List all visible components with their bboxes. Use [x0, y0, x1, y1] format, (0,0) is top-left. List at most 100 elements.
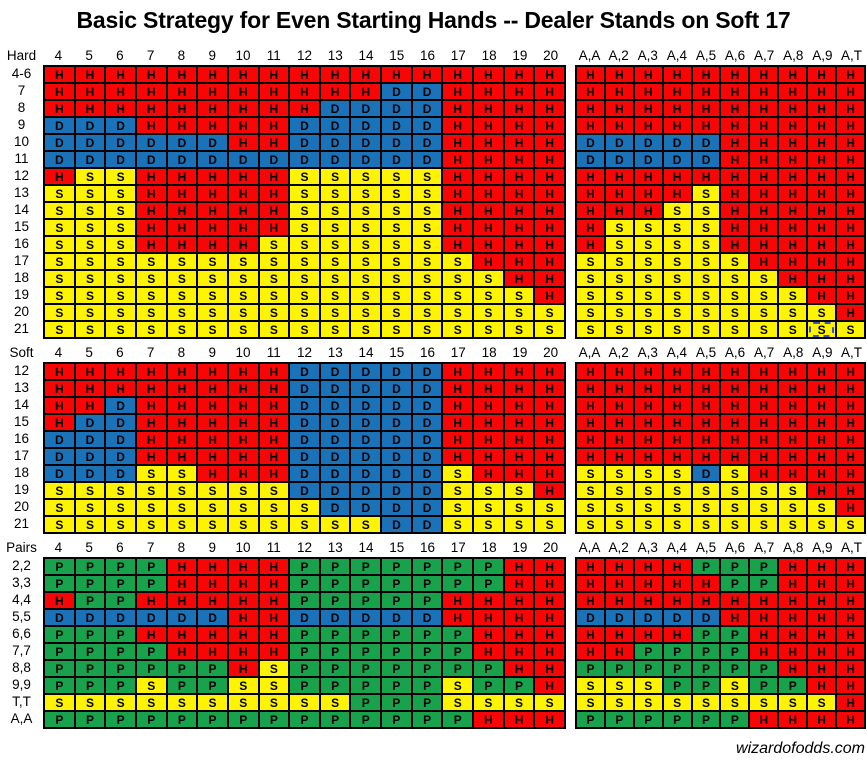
column-header: 16 — [420, 540, 436, 555]
row-label: 17 — [13, 253, 30, 268]
column-header: 9 — [208, 345, 216, 360]
strategy-cell: S — [228, 500, 260, 517]
strategy-cell: S — [605, 695, 635, 712]
strategy-cell: H — [692, 118, 722, 135]
strategy-cell: H — [663, 381, 693, 398]
strategy-cell: D — [351, 466, 383, 483]
section-header-row: Soft 4 5 6 7 8 9 10 11 12 13 14 15 16 17 18 19 20 A,A A,2 A,… — [0, 339, 867, 362]
strategy-cell: S — [692, 322, 722, 339]
strategy-cell: S — [75, 305, 107, 322]
strategy-cell: S — [228, 483, 260, 500]
strategy-cell: H — [577, 398, 606, 415]
strategy-cell: D — [106, 466, 137, 483]
strategy-cell: S — [351, 237, 383, 254]
strategy-cell: H — [167, 364, 199, 381]
strategy-cell: S — [136, 695, 168, 712]
strategy-cell: D — [167, 135, 199, 152]
strategy-cell: D — [351, 500, 383, 517]
strategy-cell: H — [136, 237, 168, 254]
strategy-cell: H — [474, 67, 505, 84]
strategy-cell: H — [577, 169, 606, 186]
strategy-cell: S — [290, 237, 321, 254]
strategy-cell: H — [228, 169, 260, 186]
strategy-cell: H — [634, 67, 664, 84]
strategy-cell: S — [228, 695, 260, 712]
row-label: 20 — [13, 304, 30, 319]
strategy-cell: S — [320, 203, 352, 220]
strategy-cell: H — [535, 398, 566, 415]
strategy-cell: H — [535, 152, 566, 169]
strategy-cell: P — [692, 712, 722, 729]
column-header: A,T — [840, 345, 862, 360]
row-labels: 12 13 14 15 16 17 18 19 20 21 — [0, 362, 43, 534]
strategy-cell: S — [721, 500, 751, 517]
section-body: 12 13 14 15 16 17 18 19 20 21 H H H H H H H H D D D D D H H H H H H H… — [0, 362, 867, 534]
strategy-cell: H — [779, 381, 809, 398]
strategy-cell: H — [474, 466, 505, 483]
strategy-cell: H — [663, 415, 693, 432]
column-header: 20 — [543, 48, 559, 63]
strategy-cell: S — [605, 288, 635, 305]
strategy-cell: H — [167, 67, 199, 84]
strategy-cell: S — [228, 271, 260, 288]
strategy-cell: H — [837, 644, 866, 661]
strategy-cell: H — [808, 288, 838, 305]
strategy-cell: H — [167, 203, 199, 220]
column-header: 16 — [420, 345, 436, 360]
row-label: 4-6 — [11, 66, 32, 81]
strategy-cell: H — [663, 432, 693, 449]
strategy-cell: D — [136, 135, 168, 152]
strategy-cell: P — [290, 644, 321, 661]
strategy-cell: H — [837, 695, 866, 712]
strategy-cell: S — [167, 466, 199, 483]
strategy-cell: P — [721, 559, 751, 576]
strategy-cell: H — [837, 169, 866, 186]
strategy-cell: P — [474, 559, 505, 576]
strategy-cell: H — [535, 67, 566, 84]
strategy-cell: S — [259, 661, 291, 678]
strategy-cell: S — [663, 271, 693, 288]
strategy-cell: P — [692, 644, 722, 661]
strategy-cell: H — [808, 559, 838, 576]
strategy-cell: H — [837, 67, 866, 84]
section-label: Soft — [9, 345, 34, 360]
strategy-cell: H — [605, 169, 635, 186]
column-header: 16 — [420, 48, 436, 63]
strategy-cell: H — [535, 661, 566, 678]
strategy-cell: P — [663, 644, 693, 661]
strategy-cell: H — [45, 398, 76, 415]
strategy-cell: H — [443, 610, 475, 627]
strategy-cell: S — [382, 254, 413, 271]
strategy-cell: H — [750, 118, 780, 135]
strategy-cell: S — [721, 517, 751, 534]
strategy-cell: H — [577, 364, 606, 381]
strategy-cell: S — [290, 500, 321, 517]
column-header: 14 — [358, 540, 374, 555]
strategy-cell: H — [136, 398, 168, 415]
strategy-cell: H — [721, 415, 751, 432]
strategy-cell: H — [443, 67, 475, 84]
strategy-cell: S — [351, 203, 383, 220]
strategy-cell: H — [259, 576, 291, 593]
strategy-cell: H — [577, 84, 606, 101]
row-label: 20 — [13, 499, 30, 514]
strategy-cell: P — [136, 576, 168, 593]
column-header: 5 — [85, 345, 93, 360]
strategy-cell: H — [167, 644, 199, 661]
strategy-cell: H — [634, 381, 664, 398]
strategy-cell: D — [320, 381, 352, 398]
strategy-cell: S — [837, 517, 866, 534]
strategy-cell: H — [228, 661, 260, 678]
strategy-cell: H — [535, 271, 566, 288]
strategy-cell: H — [605, 67, 635, 84]
strategy-cell: H — [198, 220, 229, 237]
strategy-cell: H — [750, 186, 780, 203]
strategy-cell: H — [535, 84, 566, 101]
strategy-cell: H — [535, 288, 566, 305]
strategy-cell: P — [228, 712, 260, 729]
strategy-cell: H — [750, 364, 780, 381]
strategy-cell: H — [75, 67, 107, 84]
strategy-cell: S — [634, 695, 664, 712]
strategy-cell: H — [837, 381, 866, 398]
strategy-cell: S — [443, 500, 475, 517]
